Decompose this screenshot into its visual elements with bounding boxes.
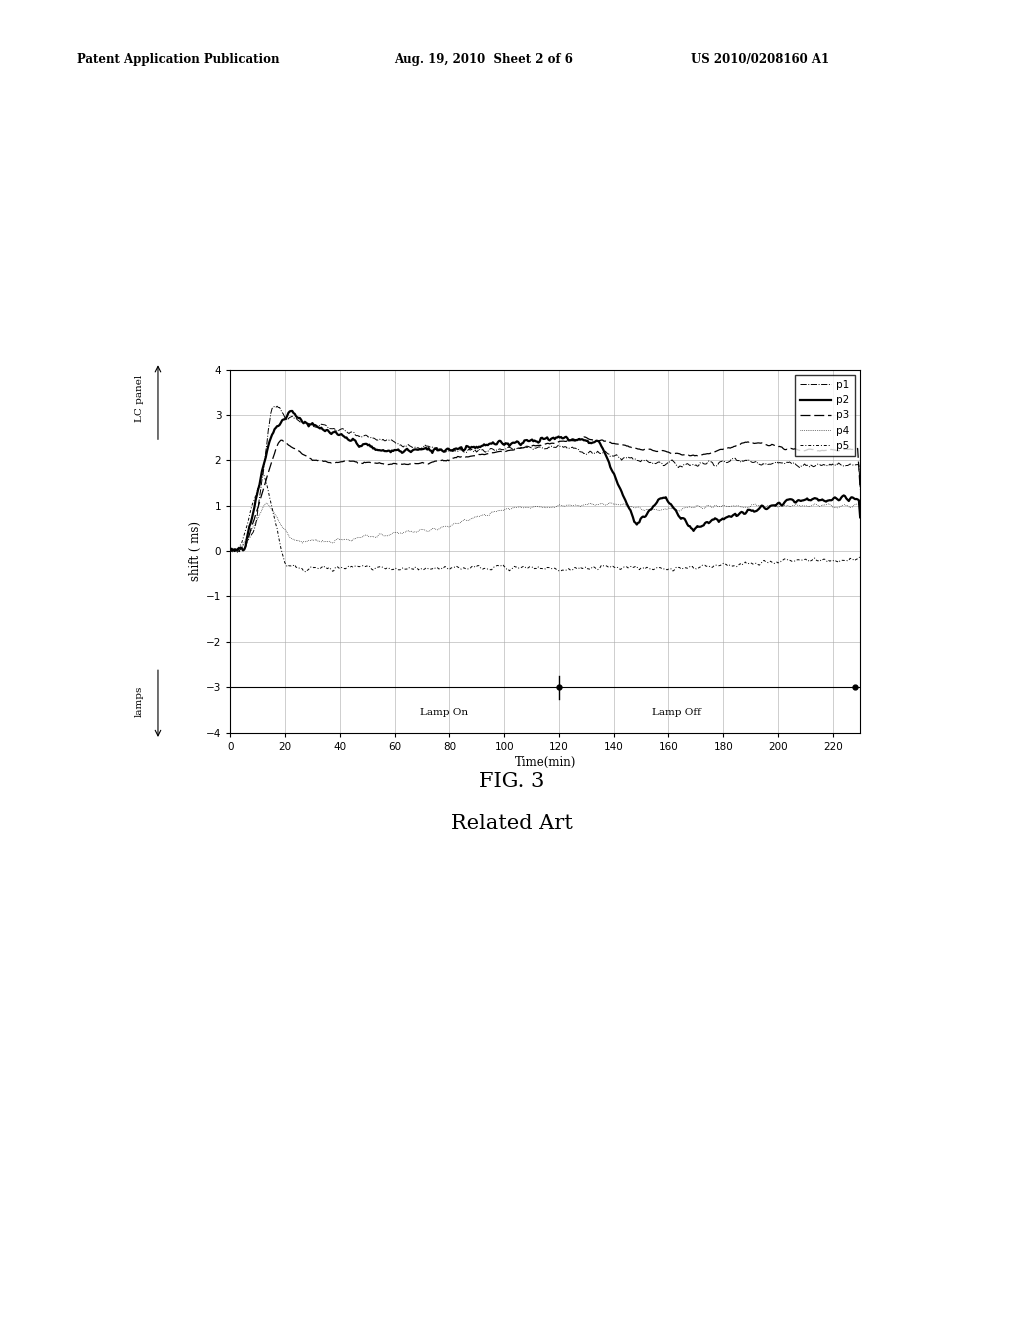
p3 <box>743 434 756 450</box>
p4 <box>524 500 537 516</box>
p1 <box>526 441 539 457</box>
Line: p3: p3 <box>230 437 860 552</box>
p4 <box>566 498 579 513</box>
p4 <box>603 495 615 511</box>
p5 <box>743 556 756 572</box>
p1 <box>842 458 854 474</box>
p1 <box>854 479 866 495</box>
Text: Lamp Off: Lamp Off <box>652 708 701 717</box>
Line: p4: p4 <box>230 503 860 552</box>
p4 <box>600 498 612 513</box>
p3 <box>224 543 237 558</box>
p4 <box>225 544 238 560</box>
Text: lamps: lamps <box>134 686 143 718</box>
Line: p2: p2 <box>230 411 860 550</box>
p1 <box>567 441 580 457</box>
p5 <box>224 543 237 558</box>
p2 <box>526 432 539 447</box>
p2 <box>602 451 614 467</box>
p1 <box>224 543 237 558</box>
Line: p5: p5 <box>230 474 860 572</box>
Text: Related Art: Related Art <box>451 814 573 833</box>
p2 <box>529 433 542 449</box>
X-axis label: Time(min): Time(min) <box>515 756 575 768</box>
p1 <box>743 453 756 469</box>
p4 <box>842 498 854 513</box>
p2 <box>567 432 580 447</box>
p5 <box>257 466 269 482</box>
p4 <box>224 544 237 560</box>
Text: Patent Application Publication: Patent Application Publication <box>77 53 280 66</box>
p1 <box>231 545 244 561</box>
p3 <box>524 438 537 454</box>
Text: Aug. 19, 2010  Sheet 2 of 6: Aug. 19, 2010 Sheet 2 of 6 <box>394 53 573 66</box>
Text: Lamp On: Lamp On <box>420 708 468 717</box>
p1 <box>602 446 614 462</box>
p5 <box>854 548 866 564</box>
p3 <box>234 544 247 560</box>
p1 <box>529 441 542 457</box>
Y-axis label: shift ( ms): shift ( ms) <box>188 521 202 581</box>
Text: FIG. 3: FIG. 3 <box>479 772 545 791</box>
p2 <box>224 543 237 558</box>
p3 <box>578 429 590 445</box>
p2 <box>743 502 756 517</box>
p5 <box>526 560 539 576</box>
p5 <box>300 564 312 579</box>
p3 <box>854 482 866 498</box>
p2 <box>842 492 854 508</box>
p3 <box>566 433 579 449</box>
p4 <box>854 510 866 525</box>
p2 <box>237 543 249 558</box>
p3 <box>602 434 614 450</box>
p3 <box>528 438 541 454</box>
p2 <box>854 510 866 525</box>
p5 <box>529 561 542 577</box>
p3 <box>842 441 854 457</box>
p4 <box>528 499 541 515</box>
Text: US 2010/0208160 A1: US 2010/0208160 A1 <box>691 53 829 66</box>
p5 <box>567 561 580 577</box>
p2 <box>286 403 298 418</box>
p5 <box>842 553 854 569</box>
Line: p1: p1 <box>230 407 860 553</box>
p1 <box>271 399 284 414</box>
Legend: p1, p2, p3, p4, p5: p1, p2, p3, p4, p5 <box>795 375 855 455</box>
p5 <box>602 558 614 574</box>
Text: LC panel: LC panel <box>134 375 143 422</box>
p4 <box>743 499 756 515</box>
